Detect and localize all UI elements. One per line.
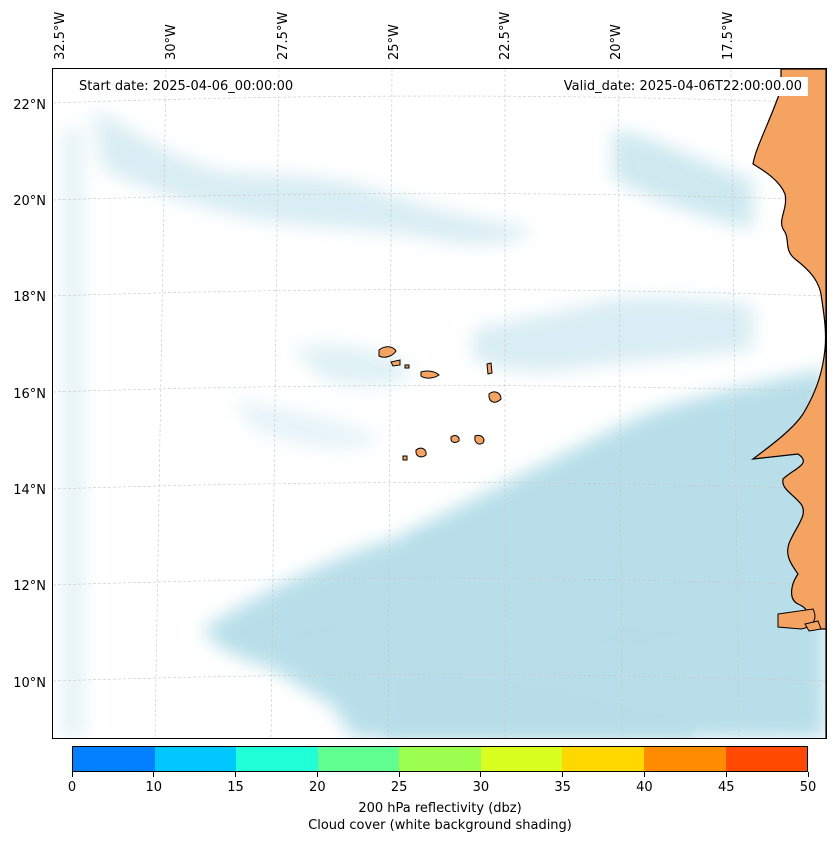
cloud-cover-layer <box>63 109 826 738</box>
lon-label-32.5w: 32.5°W <box>53 11 68 60</box>
colorbar-tick <box>480 772 482 777</box>
lon-label-27.5w: 27.5°W <box>276 11 291 60</box>
map-panel[interactable]: Start date: 2025-04-06_00:00:00 Valid_da… <box>52 68 827 739</box>
colorbar-segment <box>73 747 155 771</box>
west-africa-coast <box>750 69 826 738</box>
valid-date-label: Valid_date: 2025-04-06T22:00:00.00 <box>557 77 808 96</box>
lat-label-18n: 18°N <box>13 290 46 305</box>
colorbar-tick <box>725 772 727 777</box>
colorbar-tick <box>807 772 809 777</box>
lat-label-16n: 16°N <box>13 387 46 402</box>
colorbar-tick-label: 50 <box>799 780 817 795</box>
colorbar-tick-label: 35 <box>554 780 571 795</box>
colorbar-tick-label: 40 <box>636 780 653 795</box>
lon-label-20w: 20°W <box>609 24 624 60</box>
colorbar-tick-label: 45 <box>717 780 735 795</box>
graticule <box>53 69 826 738</box>
colorbar-segment <box>480 747 563 771</box>
colorbar-tick <box>562 772 564 777</box>
colorbar-segment <box>399 747 481 771</box>
colorbar-tick <box>398 772 400 777</box>
lat-label-14n: 14°N <box>13 483 46 498</box>
colorbar-subtitle: Cloud cover (white background shading) <box>308 818 572 833</box>
map-canvas <box>53 69 826 738</box>
colorbar-segment <box>236 747 318 771</box>
colorbar-tick <box>235 772 237 777</box>
colorbar-tick-label: 25 <box>390 780 408 795</box>
colorbar-tick-label: 0 <box>67 780 77 795</box>
lon-label-25w: 25°W <box>387 24 402 60</box>
lat-label-20n: 20°N <box>13 194 46 209</box>
lon-label-30w: 30°W <box>164 24 179 60</box>
colorbar-title: 200 hPa reflectivity (dbz) <box>358 801 522 816</box>
colorbar-tick <box>71 772 73 777</box>
colorbar-tick <box>153 772 155 777</box>
start-date-label: Start date: 2025-04-06_00:00:00 <box>73 77 300 96</box>
colorbar-tick-label: 10 <box>145 780 163 795</box>
colorbar-segment <box>725 747 808 771</box>
colorbar-tick <box>643 772 645 777</box>
colorbar <box>72 746 808 772</box>
lat-label-22n: 22°N <box>13 98 46 113</box>
lat-label-10n: 10°N <box>13 676 46 691</box>
colorbar-tick-label: 20 <box>309 780 326 795</box>
colorbar-segment <box>154 747 237 771</box>
lat-label-12n: 12°N <box>13 579 46 594</box>
colorbar-segment <box>643 747 726 771</box>
colorbar-tick <box>316 772 318 777</box>
colorbar-tick-label: 30 <box>472 780 490 795</box>
colorbar-segment <box>562 747 644 771</box>
lon-label-22.5w: 22.5°W <box>498 11 513 60</box>
lon-label-17.5w: 17.5°W <box>721 11 736 60</box>
colorbar-tick-label: 15 <box>227 780 244 795</box>
colorbar-segment <box>317 747 400 771</box>
cape-verde-islands <box>378 346 502 461</box>
